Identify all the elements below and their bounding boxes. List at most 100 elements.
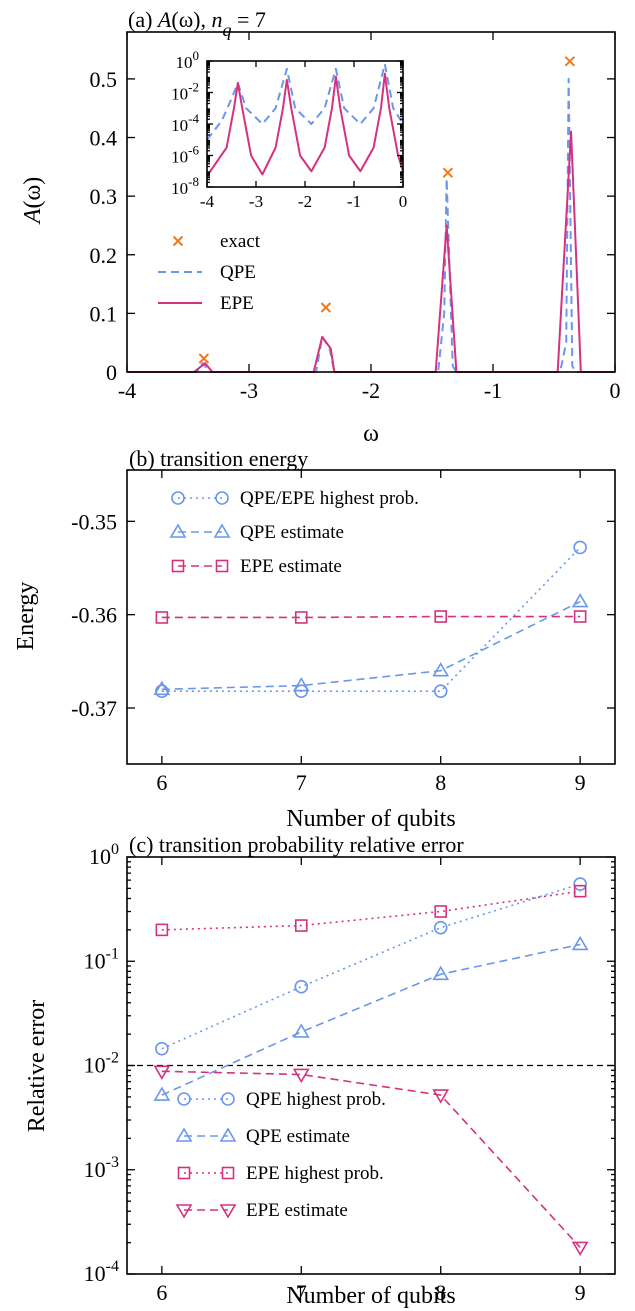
- panel-b-legend-sample-2-marker: [215, 559, 229, 573]
- panel-b-point: [292, 677, 310, 692]
- panel-b-ticks: 6 7 8 9 -0.37 -0.36 -0.35: [71, 470, 615, 795]
- exact-point-stroke: [198, 353, 210, 364]
- panel-a-frame: [126, 31, 616, 373]
- panel-c-point: [573, 877, 587, 891]
- panel-b-point: [433, 684, 448, 699]
- panel-a-spectral-function: (a) A(ω), nq = 7 -4 -3 -2 -1 0 0 0.1 0.2 0.3 0.4 0…: [20, 7, 621, 447]
- panel-a-legend: exact QPE EPE: [158, 231, 261, 314]
- panel-b-legend-label-1: QPE estimate: [240, 522, 344, 543]
- panel-a-legend-label-2: EPE: [220, 293, 254, 314]
- panel-c-point: [155, 1041, 169, 1056]
- panel-c-point: [153, 1086, 171, 1101]
- panel-a-ticks: -4 -3 -2 -1 0 0 0.1 0.2 0.3 0.4 0.5: [90, 32, 621, 403]
- panel-b-legend: QPE/EPE highest prob. QPE estimate EPE est…: [169, 488, 419, 577]
- panel-c-point: [433, 920, 448, 935]
- inset-background: [207, 61, 403, 187]
- panel-c-point: [434, 905, 448, 918]
- inset-ytick-label: 10-8: [171, 174, 199, 198]
- panel-c-legend-label-2: EPE highest prob.: [246, 1163, 384, 1184]
- panel-c-title: (c) transition probability relative erro…: [129, 832, 464, 857]
- panel-c-series-line: [161, 890, 581, 931]
- panel-c-point: [294, 979, 309, 994]
- panel-b-xtick-label: 9: [575, 770, 586, 795]
- exact-point-stroke: [442, 167, 454, 178]
- exact-point: [198, 353, 210, 364]
- panel-b-point: [155, 611, 169, 624]
- panel-b-series-line: [161, 600, 581, 691]
- panel-b-point: [294, 611, 308, 624]
- panel-b-xtick-label: 8: [435, 770, 446, 795]
- exact-point: [564, 56, 576, 67]
- panel-a-xtick-label: 0: [610, 378, 621, 403]
- inset-ytick-label: 10-2: [171, 80, 199, 104]
- panel-c-legend-sample-3-marker: [175, 1204, 193, 1219]
- panel-b-ytick-label: -0.37: [71, 696, 117, 721]
- panel-c-series-line: [161, 943, 581, 1096]
- panel-c-legend-sample-3-marker: [219, 1204, 237, 1219]
- panel-b-xtick-label: 7: [296, 770, 307, 795]
- panel-b-series: [153, 540, 589, 699]
- panel-c-legend-sample-2-marker: [177, 1166, 191, 1180]
- panel-c-legend-label-0: QPE highest prob.: [246, 1089, 386, 1110]
- panel-c-legend-sample-2-marker: [221, 1166, 235, 1180]
- panel-b-point: [153, 680, 171, 696]
- panel-a-ytick-label: 0.4: [90, 126, 118, 151]
- inset-qpe-line: [206, 63, 404, 141]
- panel-c-point: [571, 935, 589, 951]
- panel-c-series-line: [161, 883, 581, 1050]
- panel-a-xtick-label: -2: [362, 378, 380, 403]
- panel-b-legend-sample-2-marker: [171, 559, 185, 573]
- panel-b-point: [434, 610, 448, 623]
- panel-c-xtick-label: 9: [575, 1280, 586, 1305]
- panel-c-ytick-label: 10-1: [84, 945, 119, 973]
- panel-c-ytick-label: 10-4: [84, 1258, 119, 1286]
- panel-a-legend-sample-0-stroke: [172, 235, 184, 247]
- panel-b-title: (b) transition energy: [129, 446, 308, 471]
- panel-c-xtick-label: 7: [296, 1280, 307, 1305]
- inset-frame: [206, 60, 404, 188]
- panel-c-ylabel: Relative error: [24, 1000, 50, 1133]
- panel-b-xtick-label: 6: [156, 770, 167, 795]
- inset-ytick-label: 100: [176, 48, 200, 72]
- panel-c-ytick-label: 10-2: [84, 1050, 119, 1078]
- panel-c-point: [292, 1023, 310, 1038]
- panel-c-series: [127, 877, 615, 1256]
- panel-c-point: [292, 1068, 310, 1084]
- panel-c-point: [432, 1089, 450, 1104]
- panel-b-point: [573, 610, 587, 623]
- panel-a-ytick-label: 0.2: [90, 243, 118, 268]
- inset-xtick-label: -1: [347, 192, 361, 211]
- panel-a-xtick-label: -3: [240, 378, 258, 403]
- panel-c-series-line: [161, 1070, 581, 1248]
- inset-xtick-label: -2: [298, 192, 312, 211]
- panel-c-legend-sample-1-marker: [219, 1127, 237, 1142]
- panel-c-xtick-label: 6: [156, 1280, 167, 1305]
- inset-ytick-label: 10-6: [171, 143, 199, 167]
- panel-c-point: [432, 965, 450, 981]
- exact-point: [320, 302, 332, 313]
- panel-b-series-line: [161, 615, 581, 619]
- panel-b-point: [573, 540, 587, 555]
- panel-c-xlabel: Number of qubits: [286, 1283, 455, 1309]
- exact-point-stroke: [320, 302, 332, 313]
- panel-b-frame: [126, 469, 616, 765]
- panel-a-xlabel: ω: [363, 421, 379, 447]
- inset-epe-line: [206, 72, 404, 177]
- inset-xtick-label: -3: [249, 192, 263, 211]
- panel-c-frame: [126, 856, 616, 1275]
- panel-a-ytick-label: 0.3: [90, 184, 118, 209]
- panel-c-relative-error: (c) transition probability relative erro…: [24, 832, 616, 1309]
- panel-b-point: [432, 662, 450, 677]
- panel-b-point: [571, 593, 589, 608]
- panel-a-legend-label-1: QPE: [220, 262, 256, 283]
- panel-c-ytick-label: 100: [89, 841, 119, 869]
- panel-c-legend-label-3: EPE estimate: [246, 1200, 348, 1221]
- panel-c-legend-sample-0-marker: [177, 1092, 191, 1106]
- panel-c-point: [155, 923, 169, 937]
- inset-xtick-label: 0: [399, 192, 408, 211]
- panel-c-ytick-label: 10-3: [84, 1154, 119, 1182]
- panel-b-ytick-label: -0.36: [71, 603, 117, 628]
- exact-point-stroke: [564, 56, 576, 67]
- panel-b-series-line: [161, 546, 581, 693]
- inset-ytick-label: 10-4: [171, 111, 199, 135]
